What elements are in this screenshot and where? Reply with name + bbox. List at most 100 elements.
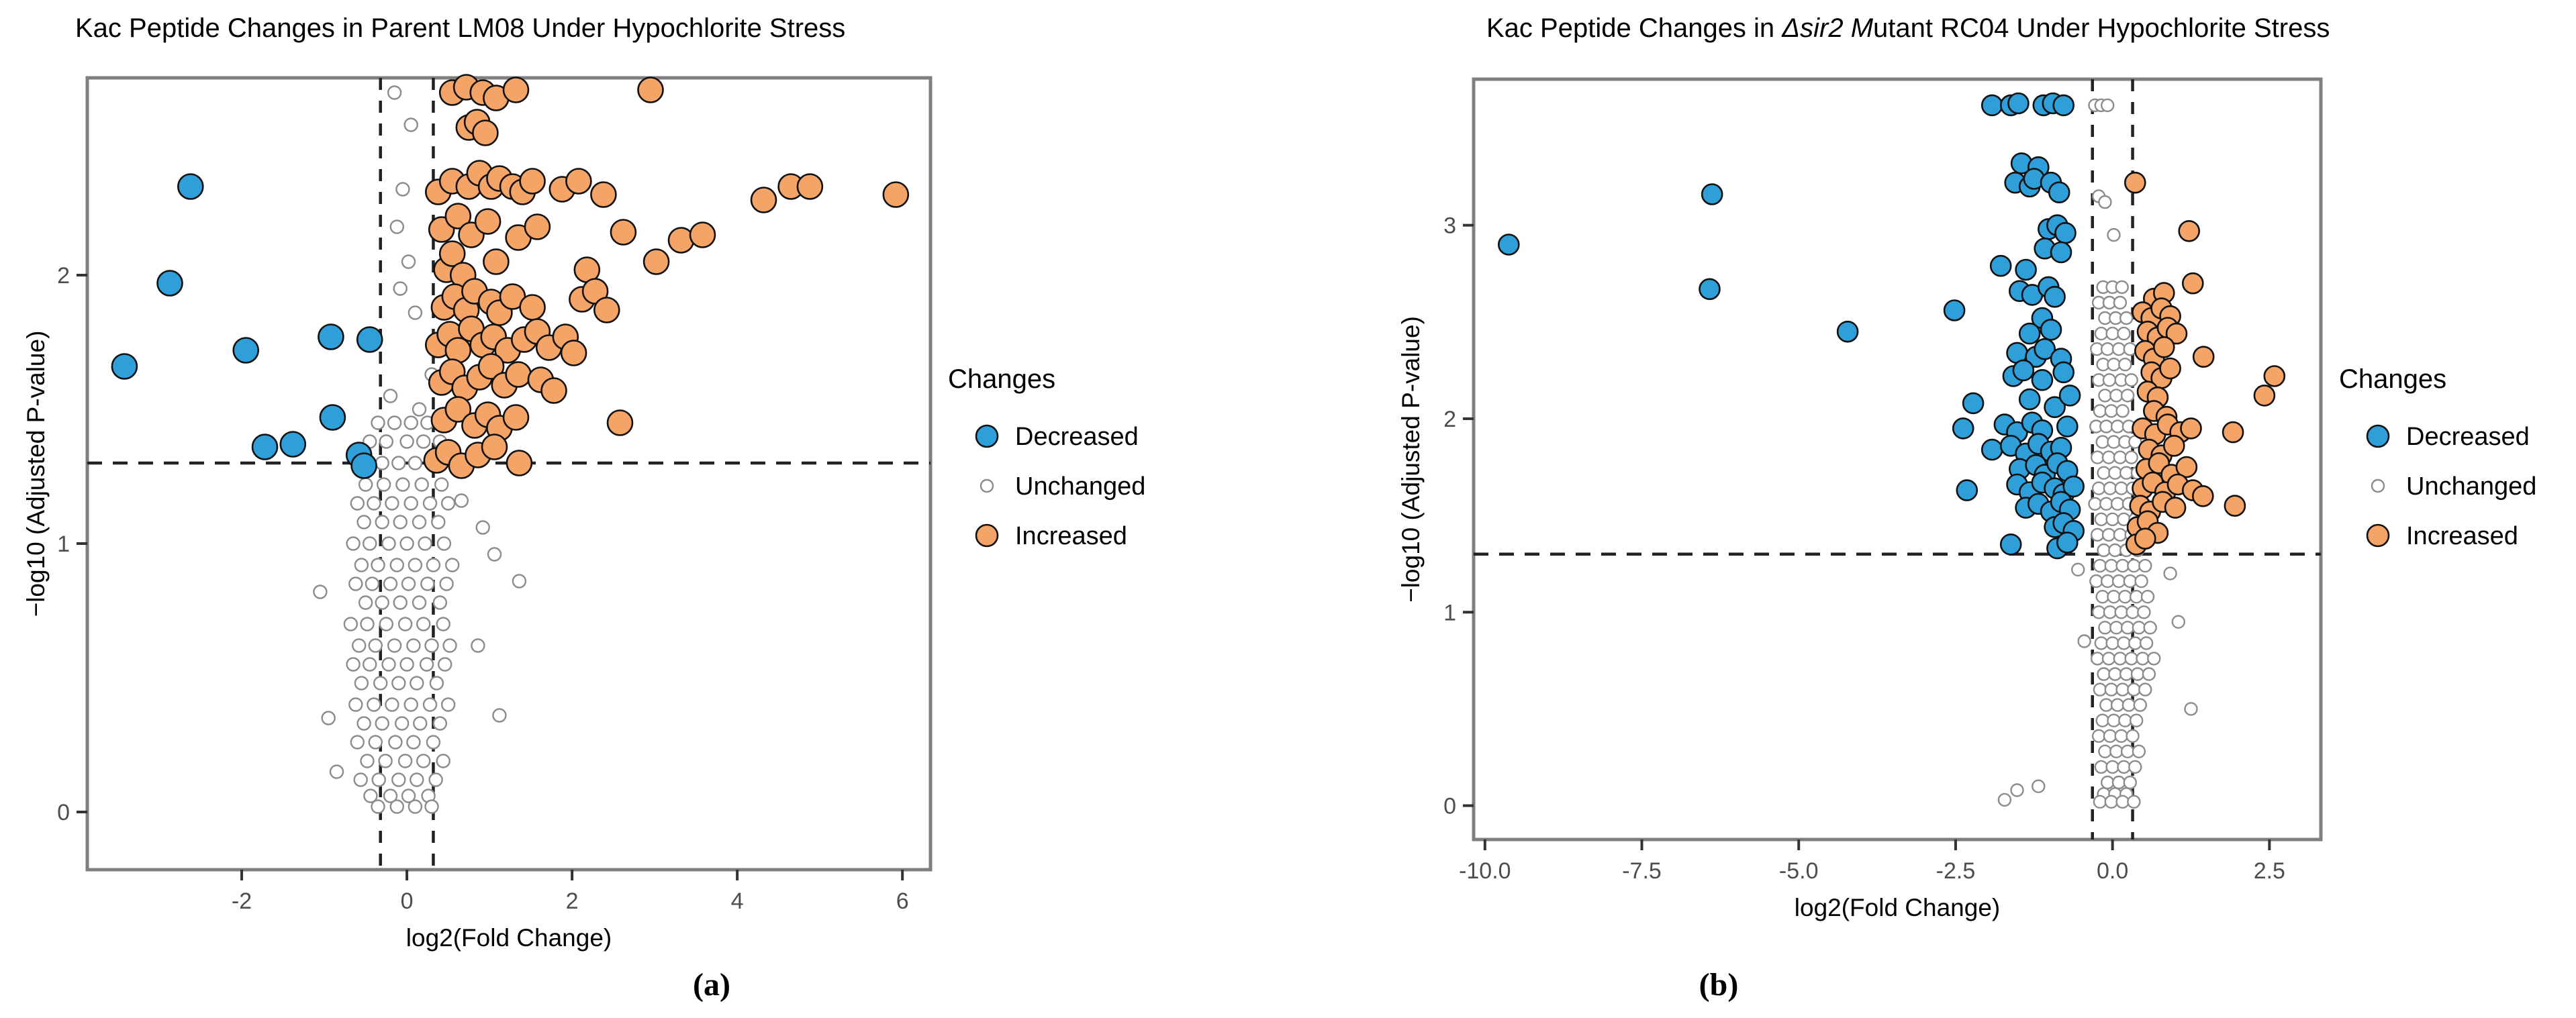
data-point-unchanged xyxy=(2147,652,2161,666)
data-point-unchanged xyxy=(2124,373,2138,387)
data-point-increased xyxy=(565,168,592,195)
data-point-unchanged xyxy=(2077,634,2091,648)
data-point-unchanged xyxy=(408,558,423,572)
data-point-unchanged xyxy=(426,735,441,750)
data-point-unchanged xyxy=(2126,729,2140,744)
data-point-unchanged xyxy=(2095,435,2109,449)
data-point-unchanged xyxy=(376,477,391,492)
data-point-unchanged xyxy=(358,477,373,492)
data-point-unchanged xyxy=(363,788,378,803)
data-point-unchanged xyxy=(383,788,398,803)
data-point-unchanged xyxy=(388,735,403,750)
data-point-unchanged xyxy=(2099,497,2113,511)
data-point-unchanged xyxy=(487,547,502,562)
data-point-unchanged xyxy=(429,676,444,691)
data-point-increased xyxy=(483,248,510,275)
data-point-unchanged xyxy=(2109,621,2124,635)
data-point-unchanged xyxy=(397,617,413,631)
data-point-decreased xyxy=(318,323,344,350)
data-point-unchanged xyxy=(2010,783,2024,797)
data-point-unchanged xyxy=(391,456,406,470)
data-point-decreased xyxy=(1943,299,1966,321)
data-point-decreased xyxy=(2062,475,2085,498)
data-point-unchanged xyxy=(2090,527,2105,542)
data-point-unchanged xyxy=(418,536,432,551)
data-point-unchanged xyxy=(387,85,402,100)
data-point-unchanged xyxy=(412,595,427,610)
data-point-increased xyxy=(689,221,716,248)
plot-border xyxy=(1472,77,2323,842)
data-point-unchanged xyxy=(2140,590,2155,604)
legend-label-decreased: Decreased xyxy=(2406,423,2530,451)
data-point-unchanged xyxy=(381,536,396,551)
data-point-unchanged xyxy=(2093,682,2107,697)
data-point-unchanged xyxy=(2117,636,2131,650)
legend-title: Changes xyxy=(948,364,1055,394)
data-point-increased xyxy=(2192,346,2215,368)
data-point-unchanged xyxy=(2103,605,2117,619)
data-point-unchanged xyxy=(2103,481,2117,495)
data-point-unchanged xyxy=(399,657,414,672)
data-point-unchanged xyxy=(2097,667,2111,681)
data-point-unchanged xyxy=(387,638,402,653)
data-point-unchanged xyxy=(416,434,431,449)
data-point-unchanged xyxy=(348,697,363,712)
data-point-unchanged xyxy=(385,496,399,511)
data-point-unchanged xyxy=(393,281,408,296)
x-axis-title: log2(Fold Change) xyxy=(1795,894,2000,921)
data-point-decreased xyxy=(111,353,138,380)
data-point-unchanged xyxy=(2108,466,2122,480)
data-point-unchanged xyxy=(406,735,421,750)
data-point-unchanged xyxy=(412,515,427,529)
data-point-unchanged xyxy=(440,697,456,712)
data-point-increased xyxy=(2134,527,2156,550)
data-point-decreased xyxy=(319,404,346,431)
data-point-unchanged xyxy=(356,716,371,731)
data-point-unchanged xyxy=(2105,636,2119,650)
data-point-increased xyxy=(481,434,508,460)
x-axis-tick-label: 2 xyxy=(566,888,579,914)
data-point-unchanged xyxy=(2094,512,2109,527)
chart-title-b-italic: Δsir2 M xyxy=(1782,13,1874,43)
data-point-unchanged xyxy=(2088,497,2102,511)
data-point-unchanged xyxy=(2100,98,2115,113)
data-point-unchanged xyxy=(2120,389,2135,403)
data-point-unchanged xyxy=(2101,652,2116,666)
data-point-decreased xyxy=(350,452,377,479)
data-point-unchanged xyxy=(371,415,385,430)
data-point-increased xyxy=(560,340,587,366)
data-point-unchanged xyxy=(2110,497,2125,511)
data-point-unchanged xyxy=(2104,558,2119,573)
data-point-unchanged xyxy=(2128,636,2142,650)
legend-marker-increased-icon xyxy=(2366,523,2390,548)
data-point-increased xyxy=(444,396,472,423)
data-point-unchanged xyxy=(2111,775,2126,790)
volcano-panel-a: Kac Peptide Changes in Parent LM08 Under… xyxy=(22,13,1145,1003)
data-point-unchanged xyxy=(2099,698,2113,712)
data-point-increased xyxy=(796,173,824,200)
data-point-unchanged xyxy=(371,558,385,572)
x-axis-tick-label: -5.0 xyxy=(1779,858,1819,884)
data-point-unchanged xyxy=(356,515,371,529)
data-point-decreased xyxy=(232,337,260,364)
data-point-decreased xyxy=(1836,320,1859,343)
data-point-unchanged xyxy=(2130,667,2145,681)
data-point-decreased xyxy=(1981,94,2003,117)
data-point-unchanged xyxy=(2094,326,2109,341)
legend-marker-decreased-icon xyxy=(975,424,999,448)
data-point-increased xyxy=(2178,219,2200,242)
data-point-unchanged xyxy=(2119,311,2134,325)
data-point-unchanged xyxy=(403,117,418,132)
data-point-unchanged xyxy=(2123,574,2138,589)
y-axis-title: −log10 (Adjusted P-value) xyxy=(1397,316,1425,603)
data-point-unchanged xyxy=(348,576,363,591)
data-point-unchanged xyxy=(2118,713,2132,727)
legend-marker-unchanged-icon xyxy=(2371,478,2385,493)
data-point-unchanged xyxy=(2142,667,2156,681)
data-point-unchanged xyxy=(403,415,418,430)
data-point-unchanged xyxy=(2121,698,2136,712)
data-point-increased xyxy=(477,353,505,380)
data-point-decreased xyxy=(2058,385,2081,407)
data-point-increased xyxy=(524,213,551,240)
data-point-increased xyxy=(505,361,532,388)
